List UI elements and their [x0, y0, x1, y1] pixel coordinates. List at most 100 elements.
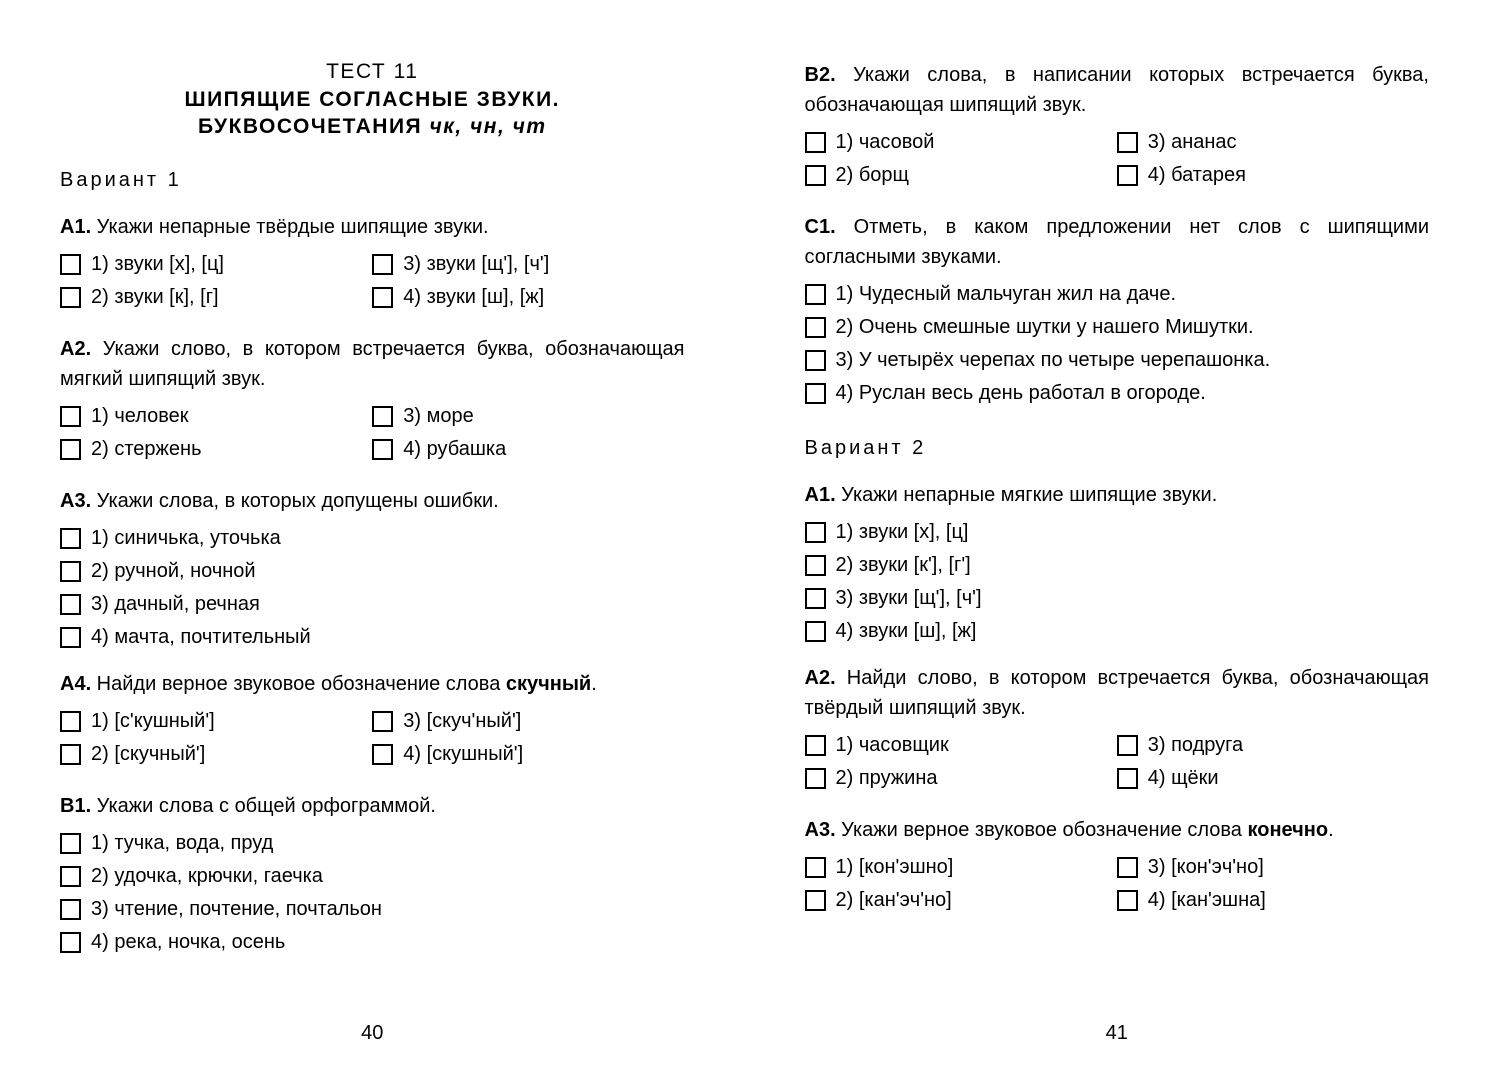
- checkbox-icon[interactable]: [60, 932, 81, 953]
- option: 3) У четырёх черепах по четыре черепашон…: [805, 346, 1430, 374]
- checkbox-icon[interactable]: [805, 621, 826, 642]
- option-text: 4) звуки [ш], [ж]: [403, 283, 544, 311]
- checkbox-icon[interactable]: [372, 406, 393, 427]
- option-text: 4) мачта, почтительный: [91, 623, 311, 651]
- checkbox-icon[interactable]: [805, 588, 826, 609]
- q-body-post: .: [1328, 819, 1334, 841]
- checkbox-icon[interactable]: [805, 890, 826, 911]
- option: 1) [с'кушный']: [60, 707, 372, 735]
- checkbox-icon[interactable]: [372, 439, 393, 460]
- option-text: 2) пружина: [836, 764, 938, 792]
- q-text: А2. Найди слово, в котором встречается б…: [805, 663, 1430, 723]
- q-text: А1. Укажи непарные мягкие шипящие звуки.: [805, 480, 1430, 510]
- checkbox-icon[interactable]: [805, 383, 826, 404]
- checkbox-icon[interactable]: [805, 132, 826, 153]
- option-text: 2) удочка, крючки, гаечка: [91, 862, 323, 890]
- option: 1) человек: [60, 402, 372, 430]
- checkbox-icon[interactable]: [60, 528, 81, 549]
- option: 3) звуки [щ'], [ч']: [372, 250, 684, 278]
- option-text: 1) тучка, вода, пруд: [91, 829, 273, 857]
- option-text: 1) звуки [х], [ц]: [91, 250, 224, 278]
- option: 2) пружина: [805, 764, 1117, 792]
- q-text: А2. Укажи слово, в котором встречается б…: [60, 334, 685, 394]
- q-text: А3. Укажи верное звуковое обозначение сл…: [805, 815, 1430, 845]
- checkbox-icon[interactable]: [805, 735, 826, 756]
- option: 4) река, ночка, осень: [60, 928, 685, 956]
- checkbox-icon[interactable]: [372, 711, 393, 732]
- checkbox-icon[interactable]: [805, 350, 826, 371]
- checkbox-icon[interactable]: [60, 594, 81, 615]
- checkbox-icon[interactable]: [60, 287, 81, 308]
- option: 1) часовой: [805, 128, 1117, 156]
- checkbox-icon[interactable]: [805, 768, 826, 789]
- q-body: Найди слово, в котором встречается буква…: [805, 667, 1430, 719]
- checkbox-icon[interactable]: [60, 561, 81, 582]
- page-number: 40: [60, 1022, 685, 1050]
- checkbox-icon[interactable]: [805, 522, 826, 543]
- checkbox-icon[interactable]: [60, 439, 81, 460]
- q-label: А1.: [805, 484, 836, 506]
- option-text: 4) [скушный']: [403, 740, 523, 768]
- left-page: ТЕСТ 11 ШИПЯЩИЕ СОГЛАСНЫЕ ЗВУКИ. БУКВОСО…: [0, 0, 745, 1080]
- option: 4) звуки [ш], [ж]: [805, 617, 1430, 645]
- options: 1) часовщик 2) пружина 3) подруга 4) щёк…: [805, 731, 1430, 797]
- option-text: 1) часовой: [836, 128, 935, 156]
- option-text: 4) Руслан весь день работал в огороде.: [836, 379, 1206, 407]
- checkbox-icon[interactable]: [372, 287, 393, 308]
- options: 1) [кон'эшно] 2) [кан'эч'но] 3) [кон'эч'…: [805, 853, 1430, 919]
- options-col: 1) часовщик 2) пружина: [805, 731, 1117, 797]
- option-text: 3) [скуч'ный']: [403, 707, 521, 735]
- checkbox-icon[interactable]: [805, 857, 826, 878]
- test-title: ТЕСТ 11: [60, 60, 685, 84]
- page-number: 41: [805, 1022, 1430, 1050]
- checkbox-icon[interactable]: [60, 627, 81, 648]
- option: 4) батарея: [1117, 161, 1429, 189]
- bold-word: скучный: [506, 673, 591, 695]
- checkbox-icon[interactable]: [1117, 132, 1138, 153]
- option: 2) ручной, ночной: [60, 557, 685, 585]
- option: 3) [кон'эч'но]: [1117, 853, 1429, 881]
- q-body: Укажи слова с общей орфограммой.: [91, 795, 436, 817]
- checkbox-icon[interactable]: [372, 254, 393, 275]
- option: 1) Чудесный мальчуган жил на даче.: [805, 280, 1430, 308]
- question-a2: А2. Укажи слово, в котором встречается б…: [60, 334, 685, 468]
- checkbox-icon[interactable]: [805, 317, 826, 338]
- options-col: 1) часовой 2) борщ: [805, 128, 1117, 194]
- checkbox-icon[interactable]: [805, 165, 826, 186]
- q-text: А1. Укажи непарные твёрдые шипящие звуки…: [60, 212, 685, 242]
- checkbox-icon[interactable]: [805, 555, 826, 576]
- checkbox-icon[interactable]: [1117, 735, 1138, 756]
- q-label: В2.: [805, 64, 836, 86]
- test-header: ТЕСТ 11 ШИПЯЩИЕ СОГЛАСНЫЕ ЗВУКИ. БУКВОСО…: [60, 60, 685, 139]
- options-col: 1) [кон'эшно] 2) [кан'эч'но]: [805, 853, 1117, 919]
- option-text: 1) [кон'эшно]: [836, 853, 954, 881]
- q-label: А2.: [805, 667, 836, 689]
- q-label: А4.: [60, 673, 91, 695]
- checkbox-icon[interactable]: [60, 866, 81, 887]
- option: 4) мачта, почтительный: [60, 623, 685, 651]
- option: 4) Руслан весь день работал в огороде.: [805, 379, 1430, 407]
- option-text: 1) [с'кушный']: [91, 707, 215, 735]
- checkbox-icon[interactable]: [60, 254, 81, 275]
- checkbox-icon[interactable]: [1117, 768, 1138, 789]
- checkbox-icon[interactable]: [60, 744, 81, 765]
- checkbox-icon[interactable]: [1117, 165, 1138, 186]
- checkbox-icon[interactable]: [60, 899, 81, 920]
- option: 1) [кон'эшно]: [805, 853, 1117, 881]
- checkbox-icon[interactable]: [1117, 857, 1138, 878]
- options: 1) [с'кушный'] 2) [скучный'] 3) [скуч'ны…: [60, 707, 685, 773]
- q-text: В1. Укажи слова с общей орфограммой.: [60, 791, 685, 821]
- option: 3) море: [372, 402, 684, 430]
- option-text: 2) звуки [к'], [г']: [836, 551, 971, 579]
- checkbox-icon[interactable]: [1117, 890, 1138, 911]
- checkbox-icon[interactable]: [60, 406, 81, 427]
- option: 3) чтение, почтение, почтальон: [60, 895, 685, 923]
- option: 1) тучка, вода, пруд: [60, 829, 685, 857]
- options: 1) синичька, уточька 2) ручной, ночной 3…: [60, 524, 685, 651]
- question-a3: А3. Укажи слова, в которых допущены ошиб…: [60, 486, 685, 651]
- options: 1) часовой 2) борщ 3) ананас 4) батарея: [805, 128, 1430, 194]
- checkbox-icon[interactable]: [60, 711, 81, 732]
- checkbox-icon[interactable]: [372, 744, 393, 765]
- checkbox-icon[interactable]: [60, 833, 81, 854]
- checkbox-icon[interactable]: [805, 284, 826, 305]
